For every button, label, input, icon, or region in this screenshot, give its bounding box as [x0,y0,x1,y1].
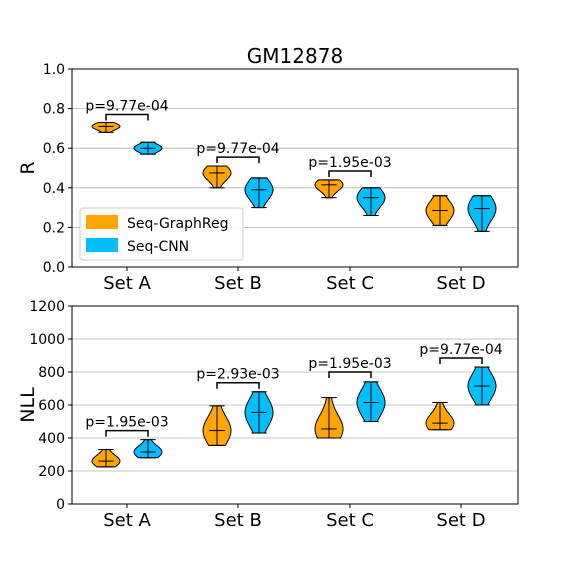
legend-swatch-seq-cnn [86,238,118,252]
panel1-ytick-label: 400 [38,431,65,447]
panel1-pvalue-set-b-label: p=2.93e-03 [196,367,279,383]
legend-label-seq-cnn: Seq-CNN [127,239,189,255]
panel1-axes-frame [71,305,519,505]
panel0-xtick-set-b: Set B [214,273,262,294]
panel1-pvalue-set-c-bracket [328,371,372,378]
figure-title: GM12878 [247,44,343,68]
legend: Seq-GraphReg Seq-CNN [79,207,244,261]
nll-panel: 0 200 400 600 800 1000 1200 NLL Set A Set B Set C S… [17,299,519,531]
panel0-pvalue-set-a-bracket [105,113,149,121]
panel0-xtick-set-d: Set D [436,273,485,294]
panel1-ytick-label: 1000 [29,332,65,348]
panel0-pvalue-set-b-label: p=9.77e-04 [196,141,279,157]
panel0-ytick-label: 0.0 [43,260,65,276]
panel0-ytick-label: 0.6 [43,141,65,157]
panel0-ytick-label: 0.2 [43,220,65,236]
panel0-ytick-label: 0.4 [43,181,65,197]
r-panel: 0.0 0.2 0.4 0.6 0.8 1.0 R Set A Set B Set C Set D p… [17,62,519,294]
panel1-pvalue-set-d-bracket [439,357,483,364]
panel1-xtick-set-d: Set D [436,510,485,531]
panel1-ytick-label: 0 [56,497,65,513]
panel1-pvalue-set-b-bracket [216,381,260,389]
legend-label-seq-graphreg: Seq-GraphReg [127,216,229,232]
panel1-ytick-label: 600 [38,398,65,414]
panel1-pvalue-set-d-label: p=9.77e-04 [419,342,502,358]
panel0-pvalue-set-b-bracket [216,156,260,164]
panel0-pvalue-set-c-label: p=1.95e-03 [308,155,391,171]
panel1-ytick-label: 1200 [29,299,65,315]
panel0-ylabel: R [17,161,39,174]
panel1-xtick-set-b: Set B [214,510,262,531]
panel1-ytick-label: 800 [38,365,65,381]
panel0-xtick-set-c: Set C [326,273,374,294]
panel0-xtick-set-a: Set A [103,273,151,294]
panel1-ylabel: NLL [17,387,39,423]
panel0-ytick-label: 1.0 [43,62,65,78]
legend-swatch-seq-graphreg [86,215,118,229]
panel0-axes-frame [71,68,519,268]
panel1-pvalue-set-c-label: p=1.95e-03 [308,356,391,372]
panel1-xtick-set-c: Set C [326,510,374,531]
panel0-ytick-label: 0.8 [43,102,65,118]
panel1-pvalue-set-a-label: p=1.95e-03 [85,415,168,431]
legend-frame [79,207,244,261]
panel1-pvalue-set-a-bracket [105,429,149,437]
panel0-pvalue-set-c-bracket [328,170,372,177]
panel1-xtick-set-a: Set A [103,510,151,531]
panel0-pvalue-set-a-label: p=9.77e-04 [85,99,168,115]
panel1-ytick-label: 200 [38,464,65,480]
